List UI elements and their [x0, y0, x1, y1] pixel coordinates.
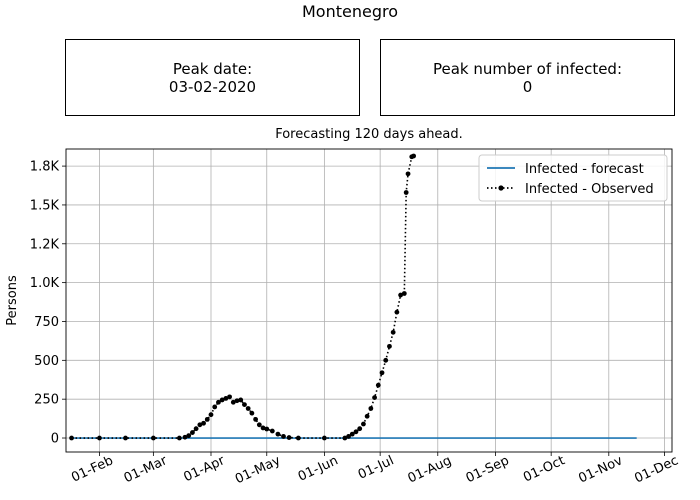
- observed-data-point: [379, 370, 385, 376]
- observed-data-point: [394, 309, 400, 315]
- observed-data-point: [361, 421, 366, 427]
- observed-data-point: [260, 425, 266, 431]
- observed-data-point: [281, 434, 286, 439]
- observed-data-point: [346, 434, 351, 439]
- y-tick-label: 1.0K: [30, 276, 60, 291]
- observed-data-point: [186, 433, 192, 439]
- observed-data-point: [238, 397, 244, 403]
- x-tick-label: 01-Mar: [122, 453, 170, 486]
- x-tick-label: 01-Aug: [406, 453, 454, 486]
- observed-data-point: [383, 357, 389, 363]
- observed-data-point: [230, 399, 236, 405]
- observed-data-point: [212, 404, 218, 410]
- observed-data-point: [204, 416, 210, 422]
- observed-data-point: [390, 329, 396, 335]
- y-tick-label: 1.5K: [30, 198, 60, 213]
- observed-data-point: [245, 406, 251, 411]
- observed-data-point: [401, 291, 407, 296]
- legend-observed-label: Infected - Observed: [525, 182, 654, 197]
- peak-infected-box: Peak number of infected: 0: [380, 39, 675, 116]
- observed-data-point: [398, 292, 404, 298]
- x-tick-label: 01-Dec: [632, 453, 680, 486]
- observed-data-point: [375, 382, 381, 388]
- observed-data-point: [256, 422, 262, 428]
- observed-data-point: [201, 420, 206, 426]
- y-tick-label: 750: [34, 315, 59, 330]
- y-tick-label: 250: [34, 393, 59, 408]
- observed-data-point: [223, 395, 229, 401]
- observed-data-point: [405, 171, 411, 177]
- observed-data-point: [219, 397, 225, 403]
- observed-data-point: [353, 429, 359, 435]
- observed-data-point: [411, 153, 417, 159]
- observed-data-point: [176, 435, 182, 441]
- observed-data-point: [69, 435, 74, 441]
- observed-data-point: [182, 434, 188, 440]
- observed-data-point: [208, 412, 214, 418]
- observed-data-point: [387, 343, 392, 349]
- x-tick-label: 01-Oct: [521, 453, 567, 485]
- peak-infected-label: Peak number of infected:: [432, 59, 623, 78]
- observed-data-point: [372, 395, 377, 401]
- observed-data-point: [242, 402, 247, 408]
- peak-date-value: 03-02-2020: [168, 77, 257, 96]
- observed-data-point: [197, 422, 203, 428]
- x-tick-label: 01-Sep: [464, 453, 512, 486]
- x-tick-label: 01-Jun: [296, 453, 341, 484]
- y-tick-label: 1.8K: [30, 160, 60, 175]
- legend-observed-marker: [498, 185, 504, 191]
- observed-data-point: [342, 435, 348, 441]
- observed-data-point: [286, 435, 292, 440]
- observed-data-point: [364, 413, 370, 419]
- observed-data-point: [216, 399, 221, 405]
- chart-country-title: Montenegro: [301, 2, 398, 21]
- x-tick-label: 01-Jul: [356, 453, 396, 483]
- x-tick-label: 01-Apr: [181, 453, 227, 485]
- observed-data-point: [295, 435, 301, 441]
- observed-data-point: [368, 406, 374, 411]
- x-tick-label: 01-May: [233, 453, 283, 487]
- peak-infected-value: 0: [522, 77, 533, 96]
- observed-data-point: [349, 431, 355, 437]
- legend-box: [478, 154, 668, 202]
- y-tick-label: 0: [51, 432, 59, 447]
- observed-series-line: [71, 155, 414, 439]
- observed-data-point: [321, 435, 327, 441]
- chart-subtitle: Forecasting 120 days ahead.: [275, 127, 463, 142]
- peak-date-box: Peak date: 03-02-2020: [65, 39, 360, 116]
- y-tick-label: 1.2K: [30, 237, 60, 252]
- observed-data-point: [269, 428, 275, 434]
- observed-data-point: [275, 431, 281, 437]
- observed-data-point: [249, 410, 255, 416]
- y-axis-label: Persons: [5, 275, 20, 326]
- x-tick-label: 01-Feb: [69, 453, 115, 485]
- legend-forecast-label: Infected - forecast: [525, 162, 644, 177]
- observed-data-point: [190, 430, 195, 435]
- x-tick-label: 01-Nov: [576, 453, 625, 486]
- observed-data-point: [357, 426, 363, 432]
- observed-data-point: [234, 398, 240, 404]
- observed-data-point: [150, 435, 156, 441]
- observed-data-point: [227, 394, 232, 400]
- plot-frame: [65, 148, 673, 453]
- observed-data-point: [403, 190, 409, 195]
- observed-data-point: [264, 426, 270, 432]
- observed-data-point: [193, 426, 199, 432]
- y-tick-label: 500: [34, 354, 59, 369]
- observed-data-point: [97, 435, 102, 441]
- observed-data-point: [253, 416, 259, 422]
- observed-data-point: [123, 435, 128, 441]
- peak-date-label: Peak date:: [172, 59, 253, 78]
